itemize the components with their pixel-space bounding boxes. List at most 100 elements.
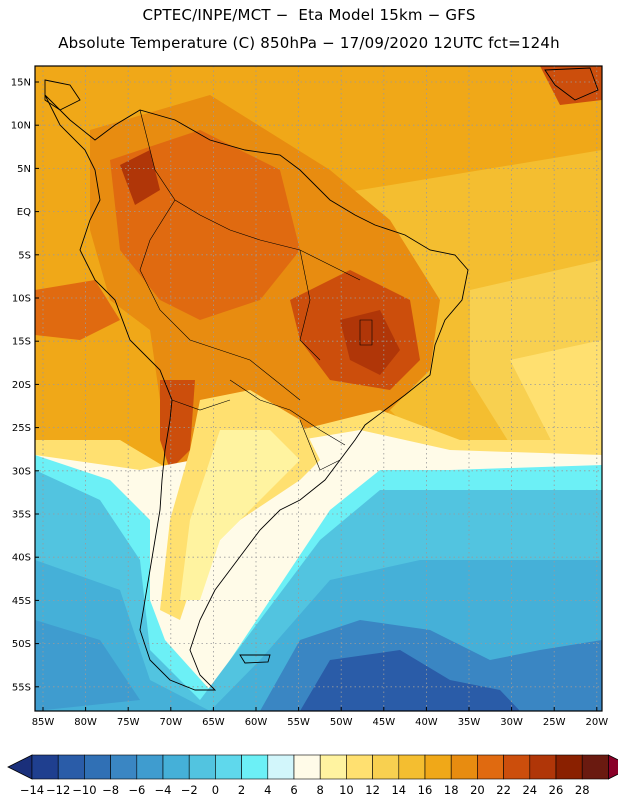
colorbar-label-16: 18: [444, 783, 459, 797]
lon-label-60w: 60W: [245, 717, 268, 728]
colorbar-above-arrow: [608, 754, 618, 780]
lat-label-35s: 35S: [12, 510, 31, 521]
lon-label-65w: 65W: [202, 717, 225, 728]
colorbar: −14 −12 −10 −8 −6 −4 −2 0 2 4 6 8 10 12 14 16 18 20 22 24 26…: [7, 754, 618, 797]
colorbar-box-3: [110, 754, 138, 780]
map-frame: [34, 65, 603, 712]
colorbar-label-18: 22: [496, 783, 511, 797]
colorbar-box-19: [529, 754, 557, 780]
colorbar-below-arrow: [7, 754, 33, 780]
colorbar-box-17: [477, 754, 504, 780]
colorbar-label-11: 8: [317, 783, 324, 797]
colorbar-label-2: −10: [72, 783, 96, 797]
field-26-brazil: [340, 310, 400, 375]
colorbar-label-19: 24: [522, 783, 537, 797]
colorbar-box-14: [398, 754, 426, 780]
colorbar-boxes: [7, 754, 618, 780]
lon-label-25w: 25W: [543, 717, 566, 728]
lon-label-75w: 75W: [117, 717, 140, 728]
colorbar-label-9: 4: [264, 783, 271, 797]
central-america: [44, 79, 81, 111]
colorbar-label-14: 14: [391, 783, 406, 797]
lat-label-30s: 30S: [12, 466, 31, 477]
colorbar-box-8: [241, 754, 269, 780]
temperature-map: 15N 10N 5N EQ 5S 10S 15S 20S 25S 30S 35S 40S 45S 50S 5…: [11, 65, 608, 728]
lon-label-80w: 80W: [74, 717, 97, 728]
lat-label-20s: 20S: [12, 380, 31, 391]
border-paraguay: [229, 379, 346, 446]
lat-label-45s: 45S: [12, 596, 31, 607]
lon-label-55w: 55W: [287, 717, 310, 728]
lon-label-70w: 70W: [159, 717, 182, 728]
colorbar-box-4: [136, 754, 164, 780]
lat-label-25s: 25S: [12, 423, 31, 434]
colorbar-box-1: [57, 754, 85, 780]
colorbar-label-0: −14: [20, 783, 44, 797]
title-line-2: Absolute Temperature (C) 850hPa − 17/09/…: [58, 34, 560, 52]
lat-label-40s: 40S: [12, 553, 31, 564]
colorbar-box-2: [84, 754, 111, 780]
lon-label-40w: 40W: [415, 717, 438, 728]
falkland-islands: [239, 654, 271, 664]
colorbar-box-9: [267, 754, 295, 780]
field-12-atlantic: [510, 340, 602, 458]
colorbar-label-13: 12: [365, 783, 380, 797]
lon-label-30w: 30W: [500, 717, 523, 728]
country-borders: [139, 109, 373, 471]
federal-district: [359, 319, 373, 346]
colorbar-box-6: [188, 754, 216, 780]
field-22-pacific: [35, 280, 120, 340]
lat-label-15s: 15S: [12, 337, 31, 348]
field-26-andes: [120, 150, 160, 205]
colorbar-box-11: [319, 754, 347, 780]
colorbar-label-3: −8: [102, 783, 119, 797]
border-uruguay: [299, 419, 341, 471]
colorbar-box-21: [581, 754, 609, 780]
colorbar-box-13: [372, 754, 400, 780]
colorbar-label-12: 10: [339, 783, 354, 797]
colorbar-label-21: 28: [575, 783, 590, 797]
title-line-1: CPTEC/INPE/MCT − Eta Model 15km − GFS: [142, 6, 476, 24]
colorbar-label-7: 0: [212, 783, 219, 797]
colorbar-label-6: −2: [181, 783, 198, 797]
colorbar-box-20: [555, 754, 583, 780]
lat-label-55s: 55S: [12, 682, 31, 693]
lat-label-15n: 15N: [11, 78, 31, 89]
lon-label-20w: 20W: [585, 717, 608, 728]
lon-label-45w: 45W: [372, 717, 395, 728]
colorbar-box-5: [162, 754, 190, 780]
lat-label-5s: 5S: [18, 250, 31, 261]
colorbar-label-15: 16: [418, 783, 433, 797]
colorbar-box-7: [215, 754, 242, 780]
field-neg4-west: [35, 620, 140, 711]
colorbar-box-15: [424, 754, 452, 780]
lon-label-35w: 35W: [458, 717, 481, 728]
field-22-north: [110, 130, 300, 320]
field-neg10: [300, 650, 520, 711]
colorbar-label-4: −6: [128, 783, 145, 797]
colorbar-box-16: [450, 754, 478, 780]
colorbar-label-10: 6: [290, 783, 297, 797]
gridlines: [35, 66, 602, 711]
colorbar-box-18: [503, 754, 531, 780]
border-north: [139, 109, 361, 281]
lat-label-10n: 10N: [11, 121, 31, 132]
field-10-argentina: [180, 430, 300, 600]
longitude-labels: 85W 80W 75W 70W 65W 60W 55W 50W 45W 40W 35W 30W 25W 2…: [32, 707, 608, 728]
latitude-labels: 15N 10N 5N EQ 5S 10S 15S 20S 25S 30S 35S 40S 45S 50S 5…: [11, 78, 39, 693]
colorbar-box-10: [293, 754, 321, 780]
border-chile-arg: [171, 399, 231, 411]
lon-label-85w: 85W: [32, 717, 55, 728]
lat-label-eq: EQ: [17, 207, 31, 218]
lat-label-10s: 10S: [12, 294, 31, 305]
colorbar-box-12: [346, 754, 373, 780]
field-24-andes-south: [160, 380, 195, 470]
colorbar-label-17: 20: [470, 783, 485, 797]
lon-label-50w: 50W: [330, 717, 353, 728]
south-america-outline: [44, 94, 469, 691]
colorbar-label-8: 2: [238, 783, 245, 797]
colorbar-box-0: [31, 754, 59, 780]
lat-label-50s: 50S: [12, 639, 31, 650]
border-peru-bolivia: [139, 199, 301, 401]
colorbar-labels: −14 −12 −10 −8 −6 −4 −2 0 2 4 6 8 10 12 14 16 18 20 22 24 26…: [20, 783, 590, 797]
